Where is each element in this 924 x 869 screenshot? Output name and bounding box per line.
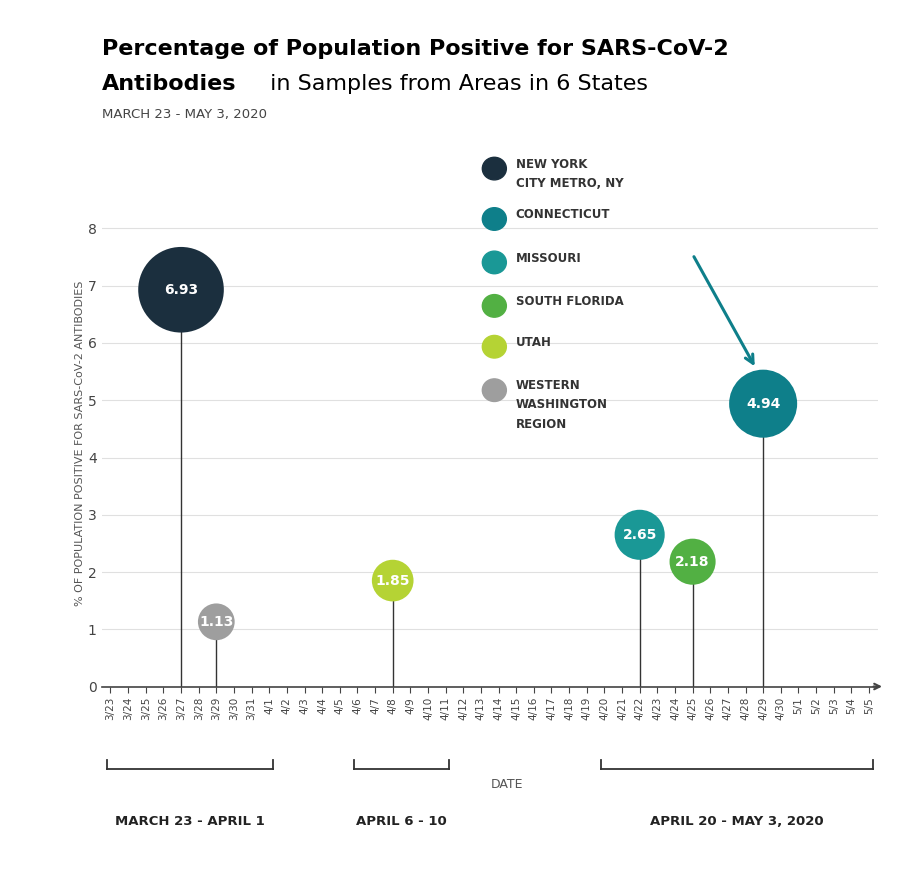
Text: Antibodies: Antibodies (102, 74, 237, 94)
Text: NEW YORK: NEW YORK (516, 158, 587, 170)
Text: in Samples from Areas in 6 States: in Samples from Areas in 6 States (263, 74, 649, 94)
Text: 2.65: 2.65 (623, 527, 657, 541)
Text: MARCH 23 - MAY 3, 2020: MARCH 23 - MAY 3, 2020 (102, 108, 267, 121)
Text: CONNECTICUT: CONNECTICUT (516, 209, 610, 221)
Text: APRIL 20 - MAY 3, 2020: APRIL 20 - MAY 3, 2020 (650, 815, 823, 827)
Point (632, 527, 647, 541)
Text: 1.13: 1.13 (199, 614, 234, 629)
Text: WESTERN: WESTERN (516, 380, 580, 392)
Text: APRIL 6 - 10: APRIL 6 - 10 (356, 815, 447, 827)
Text: Percentage of Population Positive for SARS-CoV-2: Percentage of Population Positive for SA… (102, 39, 728, 59)
Point (174, 282, 188, 296)
Text: CITY METRO, NY: CITY METRO, NY (516, 177, 623, 189)
Point (756, 397, 771, 411)
Point (686, 554, 700, 568)
Text: MARCH 23 - APRIL 1: MARCH 23 - APRIL 1 (115, 815, 264, 827)
Text: 2.18: 2.18 (675, 554, 710, 568)
Text: MISSOURI: MISSOURI (516, 252, 581, 264)
Text: SOUTH FLORIDA: SOUTH FLORIDA (516, 295, 624, 308)
Y-axis label: % OF POPULATION POSITIVE FOR SARS-CoV-2 ANTIBODIES: % OF POPULATION POSITIVE FOR SARS-CoV-2 … (75, 281, 85, 606)
Text: REGION: REGION (516, 418, 566, 430)
Text: 4.94: 4.94 (746, 396, 781, 411)
Text: DATE: DATE (492, 778, 524, 791)
Point (209, 615, 224, 629)
Text: UTAH: UTAH (516, 336, 552, 348)
Text: 1.85: 1.85 (375, 574, 410, 587)
Point (385, 574, 400, 587)
Text: 6.93: 6.93 (164, 282, 198, 296)
Text: WASHINGTON: WASHINGTON (516, 399, 608, 411)
